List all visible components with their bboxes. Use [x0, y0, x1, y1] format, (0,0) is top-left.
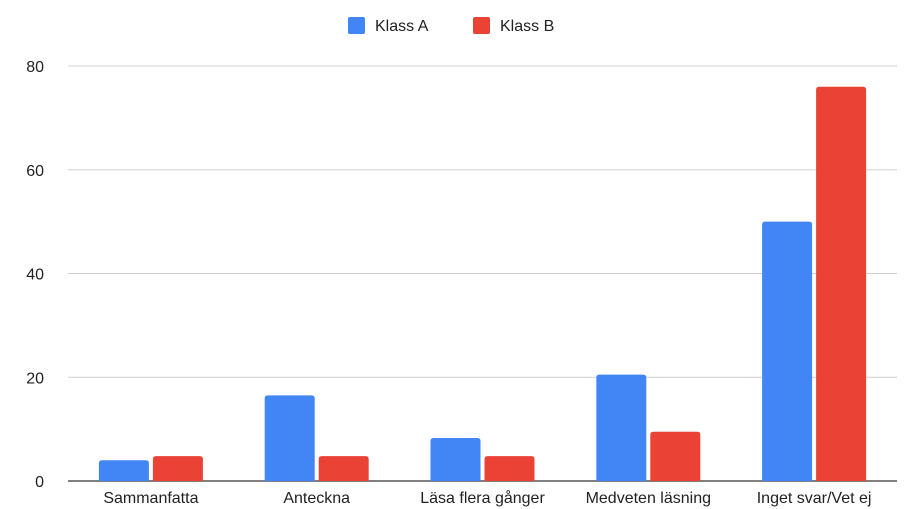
legend-label: Klass A: [375, 18, 429, 35]
y-tick-label: 60: [26, 163, 44, 180]
bar-klass-b: [816, 86, 867, 481]
bar-klass-b: [484, 456, 535, 481]
x-tick-label: Inget svar/Vet ej: [757, 490, 872, 507]
legend-swatch: [473, 17, 490, 34]
bar-klass-a: [596, 374, 647, 481]
legend-swatch: [348, 17, 365, 34]
y-tick-label: 40: [26, 267, 44, 284]
legend: Klass A Klass B: [348, 17, 554, 35]
x-tick-label: Sammanfatta: [103, 490, 198, 507]
bar-klass-b: [318, 456, 369, 481]
x-tick-label: Läsa flera gånger: [420, 489, 545, 507]
y-tick-label: 80: [26, 59, 44, 76]
y-axis: 0 20 40 60 80: [26, 59, 44, 491]
bar-klass-b: [650, 431, 701, 481]
legend-label: Klass B: [500, 18, 554, 35]
bar-klass-a: [430, 437, 481, 481]
x-tick-label: Anteckna: [283, 490, 350, 507]
bars: [98, 86, 867, 481]
x-tick-label: Medveten läsning: [586, 490, 711, 507]
bar-klass-a: [98, 460, 149, 481]
bar-klass-a: [762, 221, 813, 481]
gridlines: [68, 65, 897, 482]
bar-klass-b: [152, 456, 203, 481]
x-axis: Sammanfatta Anteckna Läsa flera gånger Medv…: [103, 489, 871, 507]
y-tick-label: 20: [26, 370, 44, 387]
bar-klass-a: [264, 395, 315, 481]
y-tick-label: 0: [35, 474, 44, 491]
